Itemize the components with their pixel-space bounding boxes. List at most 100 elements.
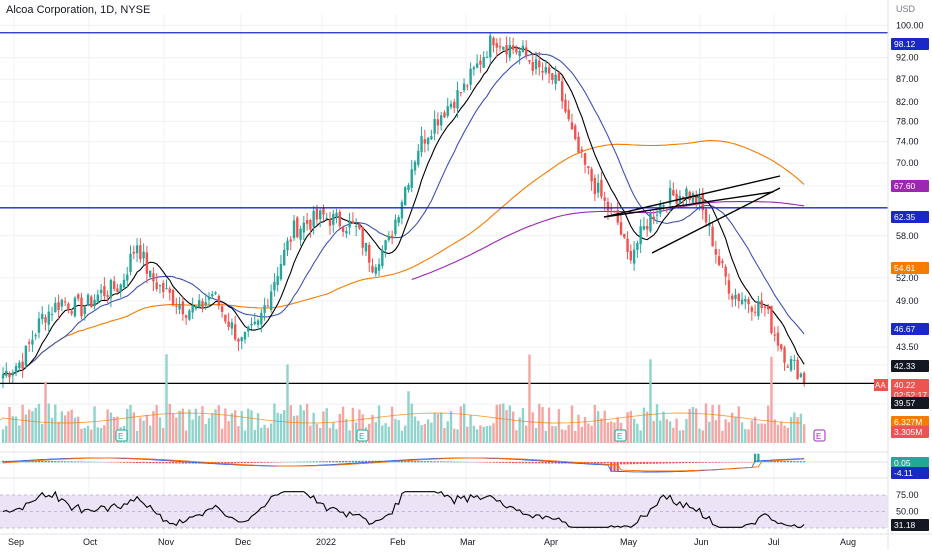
volume-bar (290, 405, 292, 443)
macd-bar (682, 462, 684, 463)
volume-bar (129, 405, 131, 443)
volume-bar (348, 430, 350, 443)
macd-bar (182, 462, 184, 464)
volume-bar (51, 418, 53, 443)
volume-ma-line (0, 413, 801, 423)
candle (260, 313, 262, 325)
volume-bar (371, 415, 373, 443)
volume-bar (427, 419, 429, 443)
macd-bar (342, 461, 344, 462)
volume-bar (643, 408, 645, 443)
macd-bar (178, 462, 180, 464)
candle (126, 274, 128, 280)
volume-bar (169, 404, 171, 443)
macd-bar (270, 462, 272, 463)
volume-bar (201, 406, 203, 443)
candle (522, 46, 524, 52)
macd-bar (260, 462, 262, 463)
macd-bar (349, 461, 351, 462)
volume-bar (345, 419, 347, 443)
volume-bar (666, 419, 668, 443)
candle (21, 362, 23, 369)
candle (479, 61, 481, 65)
macd-bar (607, 462, 609, 463)
macd-bar (139, 462, 141, 463)
candle (760, 301, 762, 309)
macd-bar (800, 461, 802, 462)
volume-bar (522, 408, 524, 443)
volume-bar (728, 422, 730, 443)
macd-bar (486, 462, 488, 463)
candle (41, 314, 43, 319)
volume-bar (718, 405, 720, 443)
volume-bar (512, 412, 514, 443)
candle (407, 185, 409, 190)
volume-bar (316, 424, 318, 443)
candle (44, 317, 46, 322)
macd-bar (362, 461, 364, 462)
volume-bar (554, 426, 556, 443)
volume-bar (401, 431, 403, 443)
earnings-marker-label: E (617, 432, 622, 441)
candle (296, 218, 298, 238)
volume-bar (335, 429, 337, 443)
volume-bar (159, 417, 161, 443)
candle (267, 305, 269, 306)
macd-bar (502, 462, 504, 463)
macd-bar (48, 461, 50, 462)
candle (218, 296, 220, 306)
volume-bar (793, 412, 795, 443)
candle (705, 209, 707, 223)
x-tick-label: Apr (544, 537, 558, 547)
candle (394, 220, 396, 235)
macd-bar (51, 461, 53, 462)
volume-bar (702, 430, 704, 443)
candle (335, 213, 337, 217)
rsi-tick-label: 75.00 (896, 490, 919, 500)
volume-bar (352, 408, 354, 443)
candle (747, 299, 749, 304)
candle (456, 90, 458, 108)
candle (231, 322, 233, 328)
x-tick-label: 2022 (316, 537, 336, 547)
candle (205, 302, 207, 304)
candle (613, 211, 615, 213)
macd-bar (352, 461, 354, 462)
macd-bar (790, 461, 792, 462)
macd-bar (306, 462, 308, 463)
macd-bar (175, 462, 177, 463)
volume-bar (790, 417, 792, 443)
candle (734, 295, 736, 299)
candle (505, 45, 507, 54)
volume-bar (397, 420, 399, 443)
macd-bar (447, 462, 449, 463)
volume-bar (162, 428, 164, 443)
volume-bar (662, 412, 664, 443)
candle (603, 197, 605, 201)
macd-bar (545, 462, 547, 463)
macd-bar (335, 461, 337, 462)
candle (692, 193, 694, 203)
macd-bar (483, 462, 485, 463)
macd-bar (509, 462, 511, 463)
candle (211, 294, 213, 296)
macd-bar (708, 462, 710, 463)
candle (381, 250, 383, 266)
candle (509, 45, 511, 58)
candle (149, 271, 151, 277)
volume-bar (479, 425, 481, 443)
candle (293, 220, 295, 238)
volume-bar (276, 413, 278, 443)
candle (97, 295, 99, 303)
candle (672, 190, 674, 195)
earnings-marker-label: E (118, 432, 123, 441)
candle (159, 285, 161, 286)
macd-bar (672, 462, 674, 463)
macd-bar (54, 461, 56, 462)
volume-bar (561, 429, 563, 443)
candle (460, 92, 462, 93)
macd-bar (450, 462, 452, 463)
volume-bar (587, 423, 589, 443)
